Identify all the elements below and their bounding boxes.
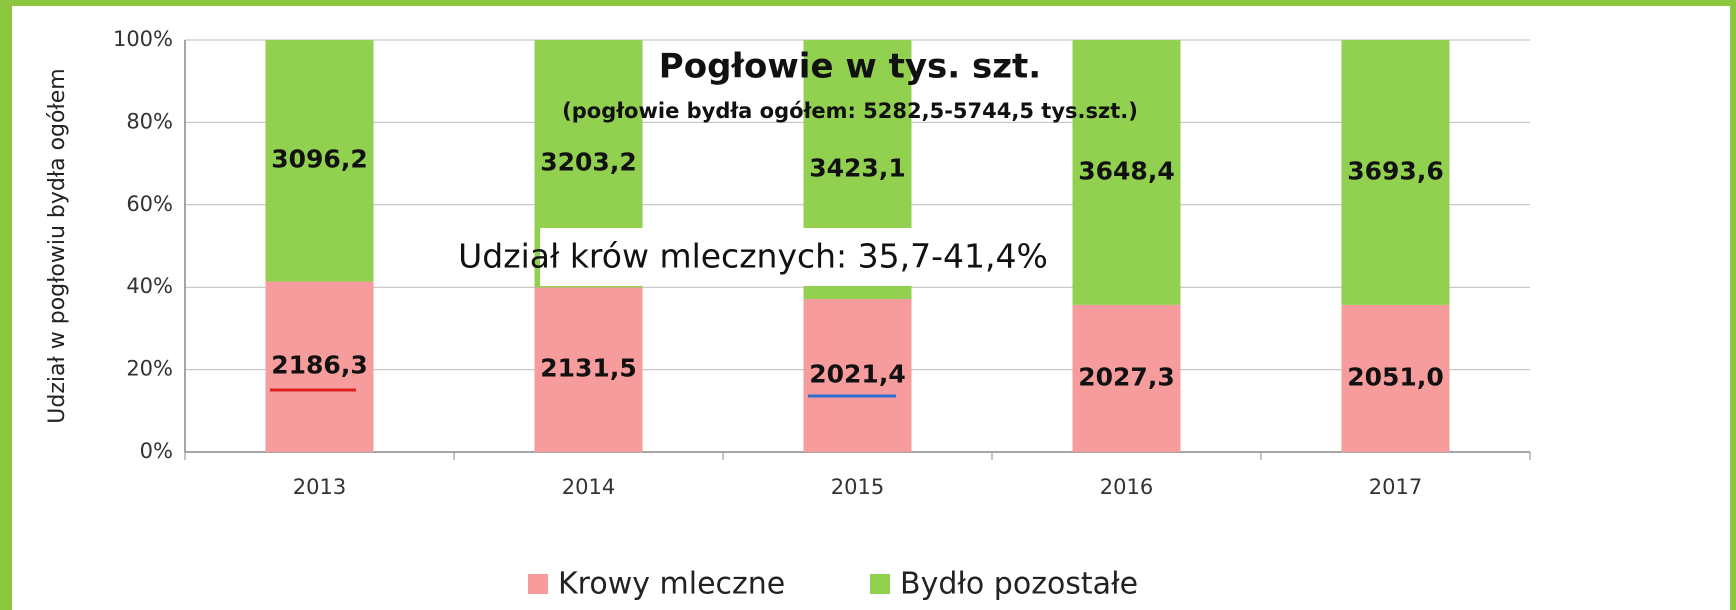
y-tick-label: 100% (113, 27, 173, 51)
data-label: 2131,5 (540, 354, 636, 383)
data-label: 2027,3 (1078, 362, 1174, 391)
y-tick-label: 60% (126, 192, 173, 216)
bar-segment (1341, 40, 1450, 305)
data-label: 3096,2 (271, 145, 367, 174)
bar-segment (265, 281, 374, 452)
x-tick-label: 2015 (831, 475, 884, 499)
data-label: 2051,0 (1347, 362, 1443, 391)
bar-segment (1072, 40, 1181, 305)
bar-segment (534, 287, 643, 452)
data-label: 2186,3 (271, 351, 367, 380)
y-tick-label: 20% (126, 357, 173, 381)
legend-swatch (528, 574, 548, 594)
annotation-box (540, 228, 966, 286)
chart-title: Pogłowie w tys. szt. (659, 47, 1041, 87)
frame-left (0, 0, 12, 610)
bar-segment (1341, 304, 1450, 452)
data-label: 3423,1 (809, 154, 905, 183)
data-label: 3203,2 (540, 148, 636, 177)
y-axis-label: Udział w pogłowiu bydła ogółem (45, 68, 70, 423)
x-tick-label: 2013 (293, 475, 346, 499)
legend-label: Krowy mleczne (558, 567, 785, 602)
frame-right (1730, 0, 1736, 610)
chart-subtitle: (pogłowie bydła ogółem: 5282,5-5744,5 ty… (562, 99, 1138, 123)
data-label: 2021,4 (809, 360, 905, 389)
data-label: 3648,4 (1078, 156, 1174, 185)
x-tick-label: 2016 (1100, 475, 1153, 499)
frame-top (0, 0, 1736, 6)
y-tick-label: 40% (126, 274, 173, 298)
x-tick-label: 2014 (562, 475, 615, 499)
y-tick-label: 80% (126, 109, 173, 133)
annotation: Udział krów mlecznych: 35,7-41,4% (458, 237, 1048, 276)
bar-segment (265, 40, 374, 282)
legend-swatch (870, 574, 890, 594)
x-tick-label: 2017 (1369, 475, 1422, 499)
bar-segment (1072, 304, 1181, 452)
data-label: 3693,6 (1347, 156, 1443, 185)
y-tick-label: 0% (140, 439, 173, 463)
bar-segment (803, 299, 912, 452)
legend-label: Bydło pozostałe (900, 567, 1138, 602)
